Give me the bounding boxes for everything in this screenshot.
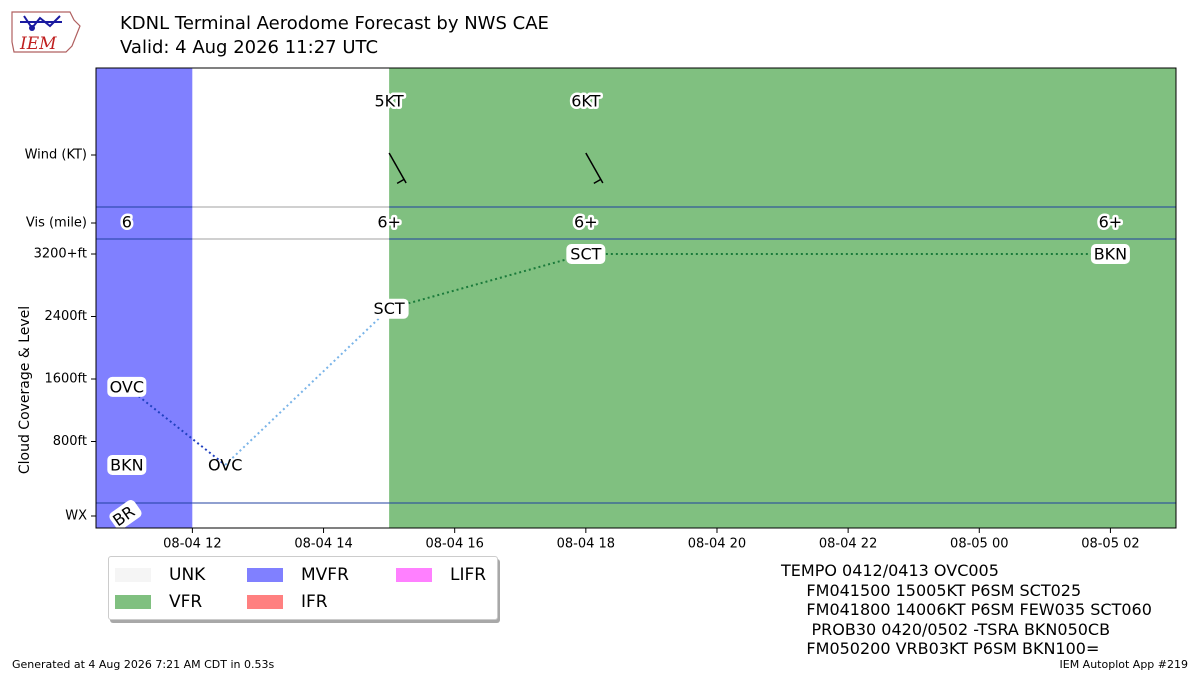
legend-swatch xyxy=(396,568,432,582)
legend-item-lifr: LIFR xyxy=(396,565,486,585)
wind-barb xyxy=(388,152,407,184)
y-tick-label: 3200+ft xyxy=(34,247,87,262)
legend-label: VFR xyxy=(169,592,203,612)
wind-speed-label: 6KT xyxy=(571,92,600,111)
legend-swatch xyxy=(247,568,283,582)
legend-item-ifr: IFR xyxy=(247,592,328,612)
cloud-label: SCT xyxy=(570,245,601,264)
x-tick-label: 08-04 14 xyxy=(294,537,352,552)
wind-barb-flag xyxy=(593,178,602,184)
plot-frame xyxy=(95,67,1177,529)
taf-line: FM041500 15005KT P6SM SCT025 xyxy=(781,580,1082,600)
taf-line: FM050200 VRB03KT P6SM BKN100= xyxy=(781,639,1100,659)
legend-swatch xyxy=(115,568,151,582)
cloud-label: OVC xyxy=(208,455,242,474)
cloud-lines xyxy=(126,253,1111,466)
cloud-label-box xyxy=(107,454,147,475)
x-tick-label: 08-05 02 xyxy=(1081,537,1139,552)
cloud-label: BKN xyxy=(1094,245,1127,264)
y-tick-label: Wind (KT) xyxy=(25,148,87,163)
flight-category-bands xyxy=(96,68,1176,528)
app-footer: IEM Autoplot App #219 xyxy=(1059,658,1189,671)
chart-subtitle: Valid: 4 Aug 2026 11:27 UTC xyxy=(120,37,379,58)
generated-footer: Generated at 4 Aug 2026 7:21 AM CDT in 0… xyxy=(12,658,275,671)
x-tick-label: 08-05 00 xyxy=(950,537,1008,552)
legend-item-vfr: VFR xyxy=(115,592,202,612)
logo-text: IEM xyxy=(19,34,57,54)
x-tick-label: 08-04 18 xyxy=(557,537,615,552)
category-band-vfr xyxy=(389,68,1176,528)
x-tick-label: 08-04 22 xyxy=(819,537,877,552)
visibility-label: 6 xyxy=(122,213,132,232)
category-band-mvfr xyxy=(96,68,193,528)
iem-logo: IEM xyxy=(11,11,81,54)
ovc-link-line xyxy=(126,386,226,466)
legend-swatch xyxy=(247,595,283,609)
cloud-label-box xyxy=(369,298,409,319)
legend-label: LIFR xyxy=(450,565,487,585)
weather-label-box xyxy=(109,500,142,530)
taf-text: TEMPO 0412/0413 OVC005 FM041500 15005KT … xyxy=(781,561,1152,659)
visibility-label: 6+ xyxy=(1099,213,1123,232)
taf-line: TEMPO 0412/0413 OVC005 xyxy=(781,561,999,580)
axes: 08-04 12 08-04 14 08-04 16 08-04 18 08-04 20… xyxy=(25,67,1177,552)
cloud-label: SCT xyxy=(374,299,405,318)
x-tick-label: 08-04 16 xyxy=(425,537,483,552)
sct-link-line xyxy=(388,253,587,310)
x-tick-label: 08-04 12 xyxy=(163,537,221,552)
legend-label: UNK xyxy=(169,565,206,585)
legend-label: MVFR xyxy=(301,565,349,585)
x-tick-label: 08-04 20 xyxy=(688,537,746,552)
taf-line: FM041800 14006KT P6SM FEW035 SCT060 xyxy=(781,600,1152,620)
wind-barb xyxy=(585,152,604,184)
wind-speed-label: 5KT xyxy=(375,92,404,111)
legend-swatch xyxy=(115,595,151,609)
chart-title: KDNL Terminal Aerodome Forecast by NWS C… xyxy=(120,13,549,34)
cloud-label-box xyxy=(1090,244,1130,264)
y-tick-label: 1600ft xyxy=(44,372,87,387)
legend: UNK MVFR LIFR VFR IFR xyxy=(108,556,498,620)
visibility-label: 6+ xyxy=(377,213,401,232)
y-axis-label: Cloud Coverage & Level xyxy=(17,306,33,474)
visibility-label: 6+ xyxy=(574,213,598,232)
legend-item-unk: UNK xyxy=(115,565,205,585)
y-tick-label: 2400ft xyxy=(44,309,87,324)
wind-barb-flag xyxy=(396,178,405,184)
y-tick-label: Vis (mile) xyxy=(26,216,87,231)
legend-label: IFR xyxy=(301,592,328,612)
cloud-label: OVC xyxy=(110,377,144,396)
taf-line: PROB30 0420/0502 -TSRA BKN050CB xyxy=(781,619,1111,639)
y-tick-label: 800ft xyxy=(53,434,87,449)
wind-barbs xyxy=(388,152,604,184)
row-separators xyxy=(96,206,1176,504)
cloud-label-box xyxy=(107,376,147,397)
legend-item-mvfr: MVFR xyxy=(247,565,349,585)
cloud-label-box xyxy=(566,244,606,264)
y-tick-label: WX xyxy=(65,509,87,524)
category-band-unk xyxy=(192,68,390,528)
cloud-label: BKN xyxy=(110,455,143,474)
